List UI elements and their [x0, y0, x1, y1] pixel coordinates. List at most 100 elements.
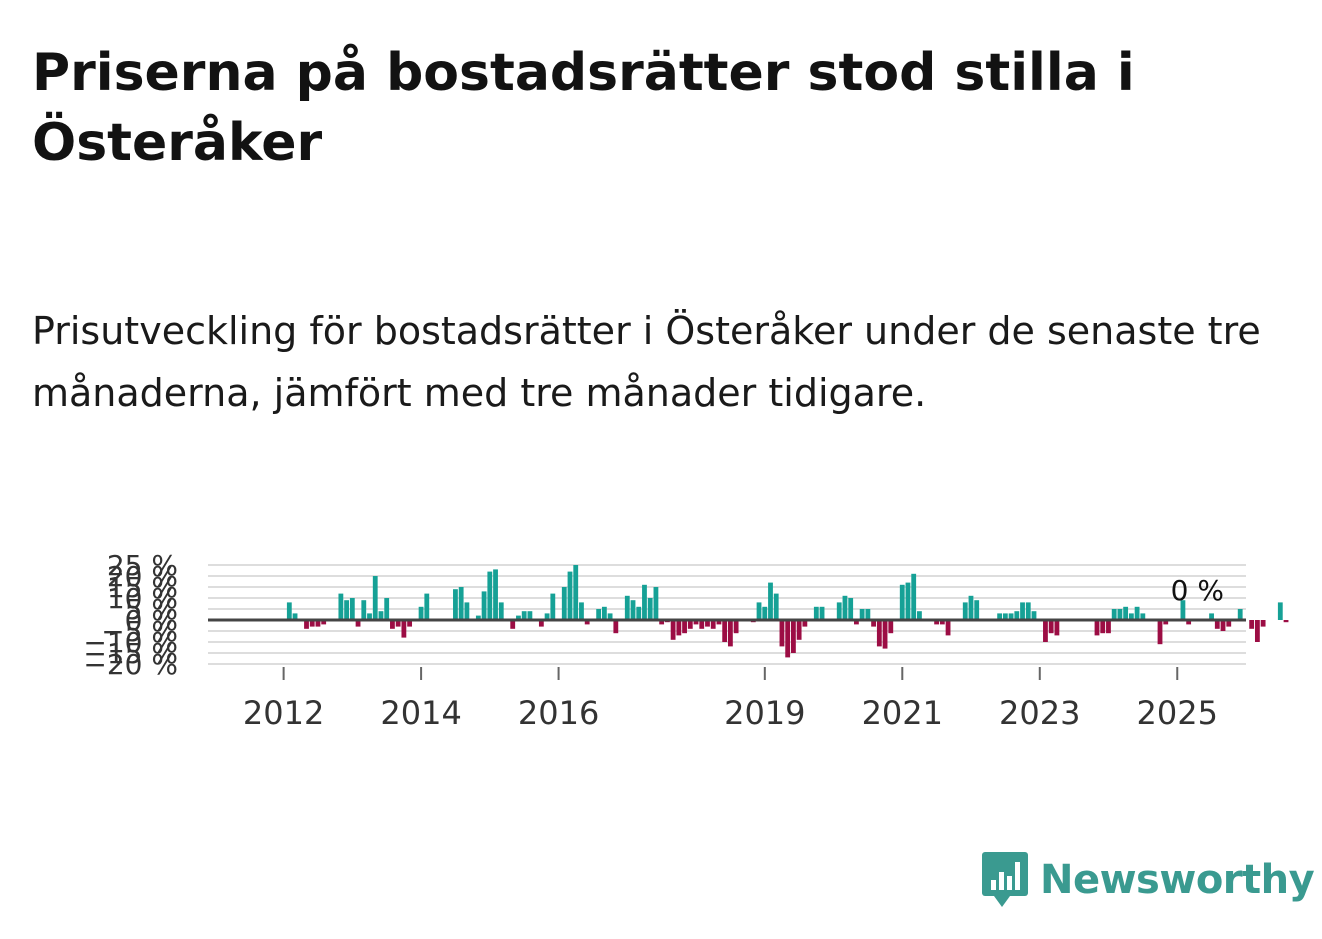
bar: [607, 613, 613, 620]
bar: [481, 591, 487, 620]
bar: [790, 620, 796, 653]
y-tick-label: 10 %: [107, 582, 178, 615]
bar: [682, 620, 687, 634]
bar: [882, 620, 888, 649]
bar: [361, 600, 367, 620]
bar: [544, 613, 550, 620]
bar: [458, 587, 464, 620]
bar: [642, 584, 647, 620]
bar: [1249, 620, 1255, 629]
bar: [962, 602, 968, 620]
bar: [670, 620, 676, 640]
bar: [1140, 613, 1146, 620]
bar: [1117, 609, 1123, 620]
bar: [1180, 600, 1186, 620]
bar: [1008, 613, 1014, 620]
bar: [848, 598, 854, 620]
bar: [464, 602, 470, 620]
bar: [579, 602, 584, 620]
y-tick-label: 25 %: [107, 549, 178, 582]
bar: [1214, 620, 1220, 629]
page-title: Priserna på bostadsrätter stod stilla i …: [32, 43, 1135, 173]
x-tick-label: 2014: [380, 694, 461, 732]
x-tick-label: 2012: [243, 694, 324, 732]
bar: [344, 600, 350, 620]
bar: [424, 593, 430, 620]
bar: [1163, 620, 1169, 625]
bar: [401, 620, 407, 638]
bar: [796, 620, 802, 640]
x-tick-label: 2025: [1137, 694, 1218, 732]
bar: [813, 606, 819, 620]
bar: [516, 615, 521, 620]
bar: [613, 620, 619, 634]
bar: [802, 620, 808, 627]
bar: [304, 620, 309, 629]
bar: [997, 613, 1003, 620]
bar: [1094, 620, 1100, 636]
bar: [624, 595, 630, 620]
x-tick-label: 2016: [518, 694, 599, 732]
y-tick-label: −5 %: [101, 615, 178, 648]
bar: [1220, 620, 1226, 631]
bar: [676, 620, 682, 636]
y-tick-label: 0 %: [125, 604, 178, 637]
bar: [584, 620, 590, 625]
bar: [390, 620, 395, 629]
bar: [939, 620, 945, 625]
bar: [550, 593, 556, 620]
bar: [315, 620, 321, 627]
bar: [601, 606, 607, 620]
bar: [567, 571, 573, 620]
bar: [722, 620, 728, 642]
bar: [1237, 609, 1243, 620]
bar: [498, 602, 504, 620]
bar: [1043, 620, 1048, 642]
bar: [899, 584, 905, 620]
bar: [716, 620, 722, 625]
bar: [527, 611, 533, 620]
bar: [934, 620, 940, 625]
bar: [521, 611, 527, 620]
bar: [367, 613, 372, 620]
bar: [1283, 620, 1289, 623]
x-tick-label: 2019: [724, 694, 805, 732]
bar: [659, 620, 665, 625]
bar: [630, 600, 636, 620]
logo-text: Newsworthy: [1040, 857, 1315, 903]
bar: [573, 565, 579, 620]
bar-chart-badge-icon: [982, 852, 1028, 907]
bar: [699, 620, 705, 629]
bar: [819, 606, 825, 620]
bar: [487, 571, 493, 620]
bar: [493, 569, 498, 620]
bar: [1277, 602, 1283, 620]
y-tick-label: −20 %: [83, 648, 178, 681]
page-subtitle: Prisutveckling för bostadsrätter i Öster…: [32, 309, 1261, 415]
bar: [733, 620, 739, 634]
bar: [372, 576, 378, 620]
bar-chart: −20 %−15 %−10 %−5 %0 %5 %10 %15 %20 %25 …: [83, 549, 1289, 732]
bar: [596, 609, 602, 620]
bar: [1100, 620, 1106, 634]
bar: [1048, 620, 1054, 634]
bar: [756, 602, 762, 620]
last-value-label: 0 %: [1171, 574, 1224, 607]
bar: [876, 620, 882, 647]
y-tick-label: −15 %: [83, 637, 178, 670]
bar: [836, 602, 842, 620]
bar: [905, 582, 911, 620]
x-tick-label: 2021: [862, 694, 943, 732]
y-tick-label: −10 %: [83, 626, 178, 659]
bar: [1111, 609, 1117, 620]
bar: [286, 602, 292, 620]
x-tick-label: 2023: [999, 694, 1080, 732]
bar: [1025, 602, 1031, 620]
bar: [510, 620, 516, 629]
bar: [1157, 620, 1163, 645]
y-tick-label: 15 %: [107, 571, 178, 604]
bar: [538, 620, 544, 627]
bar: [338, 593, 344, 620]
bar: [384, 598, 390, 620]
bar: [647, 598, 653, 620]
